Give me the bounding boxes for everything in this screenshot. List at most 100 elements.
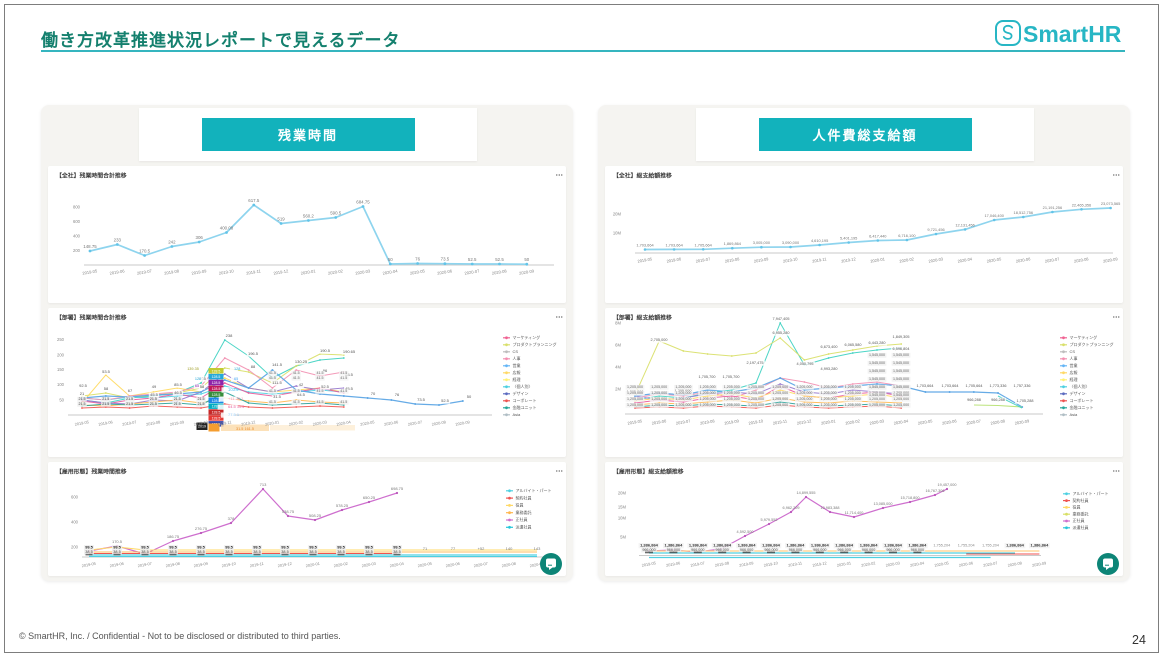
svg-text:2019-12: 2019-12 [812,560,827,567]
svg-text:Asia: Asia [1070,412,1079,417]
svg-text:170.5: 170.5 [112,539,123,544]
svg-text:【部署】残業時間合計推移: 【部署】残業時間合計推移 [56,314,127,322]
svg-text:1,205,000: 1,205,000 [700,397,716,401]
svg-text:143: 143 [534,546,541,551]
svg-text:1,386,864: 1,386,864 [884,543,903,548]
svg-text:21.5: 21.5 [198,397,205,401]
svg-text:Asia: Asia [513,412,522,417]
svg-text:5,401,195: 5,401,195 [840,236,857,241]
svg-text:52.5: 52.5 [321,384,330,389]
svg-text:4,592,500: 4,592,500 [737,530,754,534]
svg-text:128.5: 128.5 [212,399,221,403]
svg-text:7,947,405: 7,947,405 [773,317,790,321]
svg-text:6,716,100: 6,716,100 [898,233,916,238]
svg-text:2020-07: 2020-07 [464,268,480,276]
svg-text:99.5: 99.5 [365,545,373,550]
svg-text:41.5: 41.5 [269,400,276,404]
svg-text:2020-03: 2020-03 [361,561,376,568]
svg-text:41.5: 41.5 [293,376,300,380]
svg-text:31.5: 31.5 [273,394,282,399]
svg-text:【全社】残業時間合計推移: 【全社】残業時間合計推移 [56,172,127,180]
svg-text:99.5: 99.5 [253,545,261,550]
svg-text:1,869,864: 1,869,864 [724,241,742,246]
svg-text:経理: 経理 [1070,376,1078,382]
svg-text:111.5: 111.5 [272,380,282,385]
svg-text:2020-01: 2020-01 [821,418,837,426]
svg-text:2020-03: 2020-03 [885,560,900,567]
svg-text:派遣社員: 派遣社員 [1073,524,1089,530]
svg-text:1,703,664: 1,703,664 [636,243,654,248]
svg-text:50: 50 [388,257,393,262]
svg-text:10,983,388: 10,983,388 [820,506,839,510]
svg-text:1,386,864: 1,386,864 [1006,543,1025,548]
svg-text:38.5: 38.5 [365,550,372,554]
svg-text:578.25: 578.25 [336,503,349,508]
svg-text:1,205,000: 1,205,000 [724,385,740,389]
svg-text:1,205,000: 1,205,000 [796,391,812,395]
svg-text:2020-04: 2020-04 [382,268,398,276]
svg-text:617.5: 617.5 [248,198,260,203]
svg-text:560.2: 560.2 [303,213,315,218]
svg-text:966,288: 966,288 [991,398,1005,402]
svg-text:38.5: 38.5 [113,550,120,554]
svg-text:600: 600 [73,219,81,224]
svg-text:21.5: 21.5 [79,397,86,401]
svg-text:2019-09: 2019-09 [191,268,207,276]
svg-text:2020-01: 2020-01 [836,560,851,567]
svg-text:2019-05: 2019-05 [74,419,89,426]
svg-text:2020-08: 2020-08 [491,268,507,276]
svg-text:966,000: 966,000 [813,548,826,552]
svg-text:41.5: 41.5 [269,371,276,375]
svg-text:128: 128 [195,377,201,381]
svg-text:2019-08: 2019-08 [724,256,740,264]
svg-text:2020-07: 2020-07 [1044,256,1060,264]
svg-text:1,205,000: 1,205,000 [748,391,764,395]
svg-text:99.5: 99.5 [281,545,289,550]
svg-text:マーケティング: マーケティング [1070,334,1098,340]
svg-text:CS: CS [1070,349,1076,354]
svg-text:1,386,864: 1,386,864 [640,543,659,548]
svg-text:デザイン: デザイン [513,390,529,396]
svg-text:1,205,000: 1,205,000 [821,391,837,395]
svg-text:2019-07: 2019-07 [690,560,705,567]
svg-text:【全社】総支給額推移: 【全社】総支給額推移 [613,172,672,180]
svg-text:1,755,204: 1,755,204 [982,544,999,548]
svg-text:966,000: 966,000 [740,548,753,552]
svg-text:2019-05: 2019-05 [81,561,96,568]
svg-text:2019-06: 2019-06 [109,268,125,276]
svg-text:デザイン: デザイン [1070,390,1086,396]
svg-text:99.5: 99.5 [113,545,121,550]
svg-text:1,545,000: 1,545,000 [893,361,909,365]
svg-text:1,545,000: 1,545,000 [869,385,885,389]
svg-text:2019-11: 2019-11 [788,560,803,567]
svg-text:2020-08: 2020-08 [990,418,1006,426]
svg-text:46.5: 46.5 [174,390,183,395]
svg-text:400.08: 400.08 [220,225,234,230]
svg-text:99.5: 99.5 [393,545,401,550]
svg-text:1,705,664: 1,705,664 [966,384,983,388]
svg-text:2019-11: 2019-11 [812,256,828,264]
svg-text:128.5: 128.5 [212,369,221,373]
svg-text:2019-10: 2019-10 [193,419,209,427]
svg-text:経理: 経理 [513,376,521,382]
svg-text:〈個人別〉: 〈個人別〉 [513,383,533,389]
svg-text:2020-05: 2020-05 [360,419,375,426]
svg-text:41.5: 41.5 [293,389,300,393]
svg-text:12,131,456: 12,131,456 [955,222,974,227]
svg-text:6M: 6M [615,343,621,348]
svg-text:1,205,000: 1,205,000 [675,391,691,395]
svg-text:正社員: 正社員 [516,516,528,522]
svg-text:2019-11: 2019-11 [217,419,232,426]
svg-text:92.5: 92.5 [79,383,88,388]
svg-text:2020-08: 2020-08 [1074,256,1090,264]
svg-text:1,205,000: 1,205,000 [724,397,740,401]
svg-text:正社員: 正社員 [1073,517,1085,523]
svg-text:1,205,000: 1,205,000 [796,385,812,389]
svg-text:1,773,336: 1,773,336 [990,384,1007,388]
svg-text:150: 150 [57,367,65,372]
svg-text:1,755,204: 1,755,204 [958,544,975,548]
svg-text:38.5: 38.5 [309,550,316,554]
svg-text:128.5: 128.5 [212,393,221,397]
svg-text:プロダクトプランニング: プロダクトプランニング [513,341,557,347]
svg-text:2019-12: 2019-12 [273,268,289,276]
